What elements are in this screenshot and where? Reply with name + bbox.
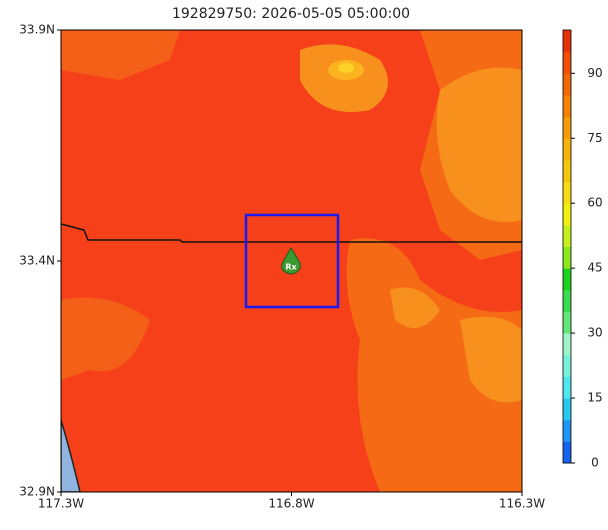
colorbar-band (563, 268, 571, 291)
colorbar-band (563, 138, 571, 161)
y-tick-label: 33.9N (19, 23, 55, 37)
boundary-line (61, 223, 522, 243)
map-title: 192829750: 2026-05-05 05:00:00 (172, 6, 410, 22)
colorbar-band (563, 116, 571, 139)
focus-box (244, 213, 340, 309)
colorbar-frame (562, 29, 572, 464)
colorbar-band (563, 419, 571, 442)
field-contour (61, 297, 150, 380)
map-area (61, 30, 522, 492)
axes: 117.3W 116.8W 116.3W 33.9N 33.4N 32.9N (19, 23, 545, 511)
colorbar: 0 15 30 45 60 75 90 (562, 29, 603, 470)
colorbar-tick-label: 45 (587, 261, 602, 275)
field-contour (390, 287, 440, 328)
colorbar-tick-label: 0 (591, 456, 599, 470)
colorbar-tick-label: 30 (587, 326, 602, 340)
colorbar-tick-label: 90 (587, 66, 602, 80)
field-contour (436, 67, 522, 222)
field-contour (460, 316, 522, 403)
colorbar-tick-label: 60 (587, 196, 602, 210)
marker-label: Rx (285, 263, 297, 272)
x-tick-label: 116.3W (499, 497, 545, 511)
colorbar-band (563, 246, 571, 269)
colorbar-band (563, 311, 571, 334)
colorbar-band (563, 376, 571, 399)
x-tick-label: 117.3W (38, 497, 84, 511)
colorbar-band (563, 224, 571, 247)
colorbar-band (563, 354, 571, 377)
colorbar-band (563, 203, 571, 226)
field-contour (346, 238, 522, 492)
colorbar-band (563, 333, 571, 356)
colorbar-band (563, 398, 571, 421)
colorbar-tick-label: 15 (587, 391, 602, 405)
colorbar-band (563, 181, 571, 204)
colorbar-band (563, 30, 571, 53)
fire-marker (281, 247, 301, 275)
colorbar-band (563, 73, 571, 96)
colorbar-band (563, 51, 571, 74)
y-tick-label: 32.9N (19, 485, 55, 499)
colorbar-tick-label: 75 (587, 131, 602, 145)
colorbar-band (563, 441, 571, 464)
field-contour (338, 63, 354, 73)
colorbar-band (563, 289, 571, 312)
colorbar-band (563, 94, 571, 118)
y-tick-label: 33.4N (19, 254, 55, 268)
field-contour (61, 30, 180, 80)
x-tick-label: 116.8W (268, 497, 314, 511)
colorbar-band (563, 159, 571, 183)
